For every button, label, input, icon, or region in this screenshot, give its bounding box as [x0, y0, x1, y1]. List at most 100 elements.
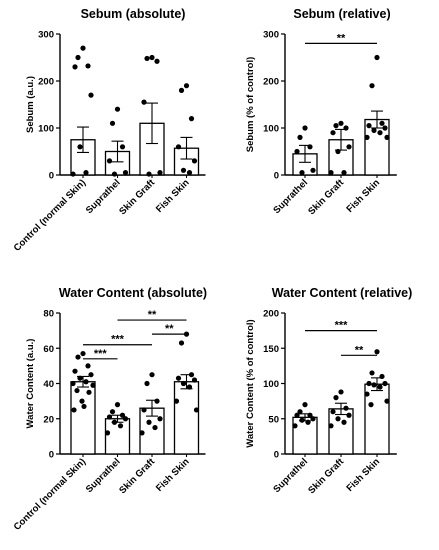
data-point: [180, 380, 187, 387]
data-point: [186, 170, 193, 176]
data-point: [175, 375, 182, 381]
data-point: [106, 158, 113, 164]
y-tick-label: 300: [38, 30, 54, 41]
data-point: [180, 167, 187, 173]
y-tick-label: 200: [263, 77, 279, 88]
data-point: [117, 423, 124, 429]
y-tick-label: 80: [43, 309, 54, 320]
y-tick-label: 0: [49, 450, 54, 461]
y-tick-label: 50: [268, 414, 279, 425]
data-point: [302, 402, 308, 408]
x-tick-label: Fish Skin: [154, 456, 192, 494]
data-point: [294, 148, 300, 155]
y-tick-label: 0: [274, 450, 279, 461]
significance-label: **: [148, 309, 157, 321]
data-point: [86, 389, 92, 395]
data-point: [146, 171, 152, 177]
y-tick-label: 60: [43, 344, 54, 355]
data-point: [297, 409, 303, 415]
data-point: [292, 423, 298, 429]
data-point: [366, 123, 372, 129]
data-point: [83, 379, 89, 385]
data-point: [178, 340, 185, 346]
data-point: [191, 158, 198, 164]
data-point: [71, 407, 77, 413]
data-point: [341, 170, 347, 176]
y-tick-label: 300: [263, 30, 279, 41]
data-point: [80, 350, 86, 357]
data-point: [152, 424, 158, 431]
data-point: [346, 412, 352, 418]
y-tick-label: 0: [49, 171, 54, 182]
data-point: [374, 54, 380, 61]
x-tick-label: Skin Graft: [306, 456, 346, 496]
data-point: [149, 372, 155, 378]
data-point: [382, 380, 388, 387]
data-point: [384, 134, 390, 140]
data-point: [330, 130, 336, 136]
y-axis-label: Sebum (a.u.): [25, 76, 36, 133]
chart-panel-1: Sebum (absolute) 0 100 200 300 Sebum (a.u.) Co…: [12, 7, 206, 254]
data-point: [144, 380, 150, 387]
data-point: [106, 414, 113, 420]
data-point: [346, 144, 352, 150]
data-point: [299, 417, 305, 423]
data-point: [371, 382, 377, 388]
chart-title: Sebum (relative): [293, 7, 390, 21]
bar: [173, 381, 200, 455]
data-point: [175, 144, 182, 150]
y-tick-label: 150: [263, 344, 279, 355]
data-point: [79, 398, 85, 404]
data-point: [294, 412, 300, 418]
x-tick-label: Suprathel: [271, 177, 310, 216]
data-point: [384, 398, 390, 404]
y-tick-label: 100: [263, 124, 279, 135]
data-point: [333, 123, 339, 129]
chart-title: Water Content (relative): [272, 286, 413, 300]
data-point: [74, 387, 80, 394]
significance-label: **: [337, 32, 346, 44]
data-point: [70, 171, 76, 177]
y-axis-label: Water Content (a.u.): [25, 339, 36, 429]
data-point: [338, 120, 344, 126]
x-tick-label: Suprathel: [271, 456, 310, 495]
significance-label: ***: [94, 348, 108, 360]
data-point: [305, 419, 311, 425]
data-point: [83, 170, 89, 176]
data-point: [379, 373, 385, 380]
data-point: [80, 45, 86, 51]
data-point: [77, 144, 83, 150]
data-point: [377, 130, 383, 136]
data-point: [335, 148, 341, 155]
data-point: [382, 125, 388, 131]
significance-label: **: [355, 344, 364, 356]
data-point: [343, 405, 349, 411]
data-point: [302, 125, 308, 131]
data-point: [75, 54, 81, 61]
y-tick-label: 0: [274, 171, 279, 182]
data-point: [178, 87, 185, 93]
bar: [104, 418, 131, 455]
data-point: [75, 354, 81, 360]
x-tick-label: Skin Graft: [117, 177, 157, 217]
data-point: [341, 419, 347, 425]
data-point: [374, 349, 380, 355]
data-point: [149, 54, 155, 61]
data-point: [111, 171, 118, 177]
chart-title: Sebum (absolute): [81, 7, 186, 21]
data-point: [297, 134, 303, 140]
data-point: [141, 99, 147, 105]
data-point: [157, 170, 163, 176]
y-tick-label: 100: [38, 124, 54, 135]
data-point: [141, 407, 147, 413]
data-point: [330, 409, 336, 415]
data-point: [368, 402, 374, 408]
data-point: [111, 419, 118, 425]
data-point: [114, 402, 121, 408]
bar: [292, 416, 318, 455]
data-point: [188, 372, 195, 378]
data-point: [154, 398, 160, 404]
y-axis-label: Water Content (% of control): [245, 319, 256, 447]
chart-panel-3: Water Content (absolute) 0 20 40 60 80 Water C…: [12, 286, 207, 533]
y-tick-label: 20: [43, 414, 54, 425]
